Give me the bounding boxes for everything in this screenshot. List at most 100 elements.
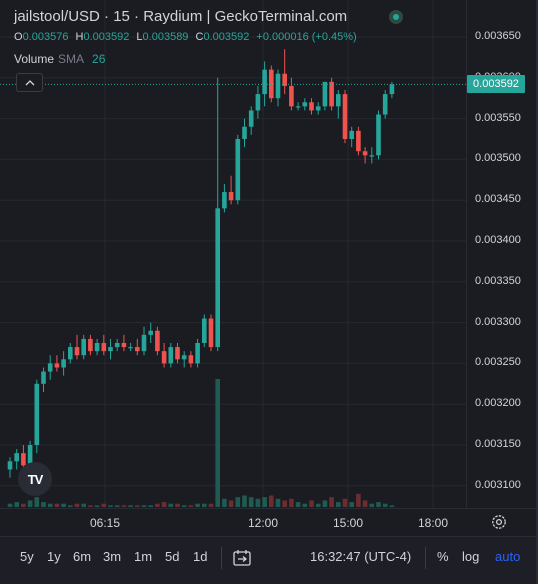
ohlc-legend: O0.003576 H0.003592 L0.003589 C0.003592 … xyxy=(14,31,361,43)
volume-bar xyxy=(141,505,147,507)
volume-sma-length: 26 xyxy=(92,52,106,66)
chevron-up-icon xyxy=(25,79,34,85)
volume-bar xyxy=(208,503,214,507)
range-button-3m[interactable]: 3m xyxy=(103,549,122,564)
price-tick-label: 0.003650 xyxy=(475,30,521,42)
price-axis[interactable]: 0.0036500.0036000.0035500.0035000.003450… xyxy=(466,0,536,508)
close-value: 0.003592 xyxy=(203,31,250,43)
volume-bar xyxy=(168,503,174,507)
volume-bar xyxy=(356,493,361,507)
candle-body xyxy=(228,192,234,201)
volume-bar xyxy=(81,503,86,507)
candlestick-chart xyxy=(0,0,466,508)
candle-body xyxy=(114,343,120,348)
range-button-1m[interactable]: 1m xyxy=(134,549,153,564)
candle-body xyxy=(282,73,287,86)
volume-bar xyxy=(255,498,261,507)
volume-legend[interactable]: Volume SMA 26 xyxy=(14,52,105,66)
volume-bar xyxy=(135,505,140,507)
high-value: 0.003592 xyxy=(83,31,130,43)
candle-body xyxy=(349,130,354,139)
price-tick-label: 0.003400 xyxy=(475,234,521,246)
auto-scale-button[interactable]: auto xyxy=(495,549,521,564)
candle-body xyxy=(295,106,301,108)
candle-body xyxy=(382,94,388,115)
candle-body xyxy=(101,343,107,352)
candle-body xyxy=(88,338,93,352)
volume-bar xyxy=(101,503,107,507)
change-value: +0.000016 (+0.45%) xyxy=(256,31,357,43)
candle-body xyxy=(389,84,395,95)
range-button-6m[interactable]: 6m xyxy=(73,549,92,564)
volume-bar xyxy=(88,505,93,507)
volume-label: Volume xyxy=(14,52,55,66)
candle-body xyxy=(34,383,40,445)
candle-body xyxy=(275,73,281,99)
low-label: L xyxy=(136,31,143,43)
toolbar-divider xyxy=(221,547,222,569)
candle-body xyxy=(7,461,13,470)
calendar-range-icon[interactable] xyxy=(232,548,252,568)
price-tick-label: 0.003450 xyxy=(475,193,521,206)
volume-bar xyxy=(349,502,354,507)
price-tick-label: 0.003500 xyxy=(475,152,521,165)
volume-bar xyxy=(54,503,60,507)
volume-bar xyxy=(41,502,46,507)
candle-body xyxy=(108,347,113,352)
candle-body xyxy=(342,94,348,139)
chart-plot-area[interactable]: jailstool/USD · 15 · Raydium | GeckoTerm… xyxy=(0,0,466,508)
price-tick-label: 0.003200 xyxy=(475,397,521,410)
log-scale-button[interactable]: log xyxy=(462,549,480,564)
volume-bar xyxy=(148,505,153,507)
volume-bar xyxy=(282,500,287,507)
live-status-dot-icon xyxy=(389,10,403,24)
volume-bar xyxy=(14,502,19,507)
candle-body xyxy=(195,343,200,364)
candle-body xyxy=(94,343,100,352)
time-axis[interactable]: 06:15 12:00 15:00 18:00 xyxy=(0,508,536,536)
time-tick-label: 12:00 xyxy=(247,516,279,530)
candle-body xyxy=(262,69,267,95)
candle-body xyxy=(81,338,86,356)
candle-body xyxy=(175,347,180,360)
open-value: 0.003576 xyxy=(22,31,69,43)
candle-body xyxy=(155,330,160,352)
open-label: O xyxy=(14,31,23,43)
time-tick-label: 15:00 xyxy=(332,516,364,530)
candle-body xyxy=(309,102,314,111)
candle-body xyxy=(208,318,214,348)
volume-bar xyxy=(74,503,80,507)
legend-collapse-button[interactable] xyxy=(16,73,43,92)
gear-icon[interactable] xyxy=(490,513,508,531)
range-button-1d[interactable]: 1d xyxy=(193,549,208,564)
candle-body xyxy=(148,330,153,335)
candle-body xyxy=(68,347,73,360)
volume-bar xyxy=(155,503,160,507)
volume-bar xyxy=(262,497,267,507)
volume-bar xyxy=(302,503,308,507)
volume-bar xyxy=(195,503,200,507)
high-label: H xyxy=(75,31,84,43)
volume-bar xyxy=(161,502,167,507)
candle-body xyxy=(135,347,140,352)
candle-body xyxy=(54,363,60,368)
volume-bar xyxy=(295,502,301,507)
clock-timezone[interactable]: 16:32:47 (UTC-4) xyxy=(310,549,412,564)
volume-bar xyxy=(181,505,187,507)
volume-bar xyxy=(215,379,220,507)
volume-bar xyxy=(114,505,120,507)
range-button-5y[interactable]: 5y xyxy=(20,549,34,564)
volume-bar xyxy=(68,505,73,507)
candle-body xyxy=(248,110,254,127)
volume-bar xyxy=(34,497,40,507)
volume-bar xyxy=(188,505,194,507)
tradingview-logo[interactable]: TV xyxy=(18,462,52,496)
percent-scale-button[interactable]: % xyxy=(437,549,449,564)
candle-body xyxy=(255,94,261,111)
candle-body xyxy=(356,130,361,152)
candle-body xyxy=(21,453,26,466)
range-button-1y[interactable]: 1y xyxy=(47,549,61,564)
candle-body xyxy=(242,126,247,139)
candle-body xyxy=(235,139,241,201)
range-button-5d[interactable]: 5d xyxy=(165,549,180,564)
